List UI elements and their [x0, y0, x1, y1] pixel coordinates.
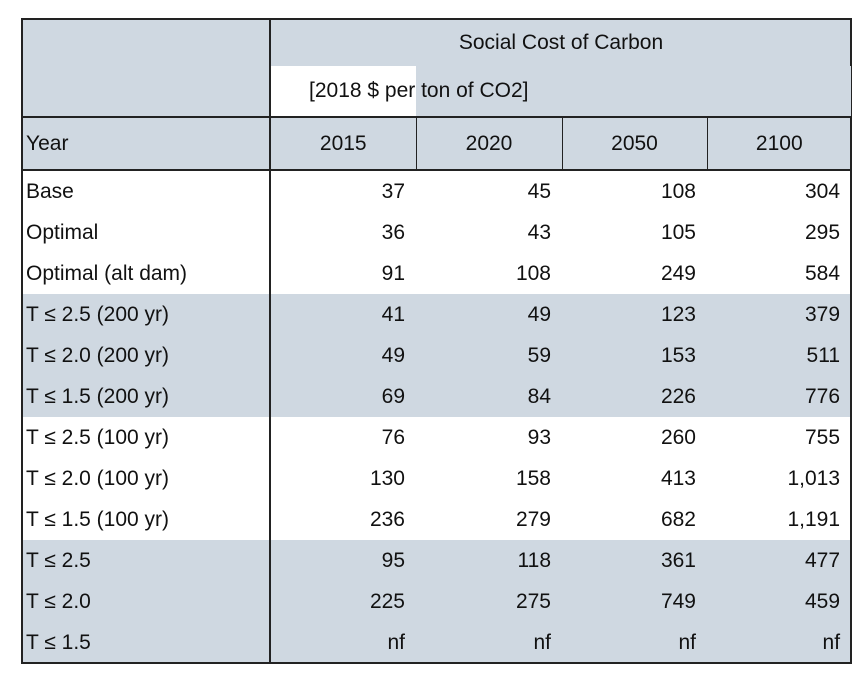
- value-cell: 776: [707, 376, 852, 417]
- value-cell: 279: [416, 499, 562, 540]
- value-cell: 41: [270, 294, 416, 335]
- table-row: T ≤ 2.5 (100 yr) 76 93 260 755: [22, 417, 852, 458]
- row-label: T ≤ 2.0 (100 yr): [22, 458, 271, 499]
- row-label: T ≤ 2.0 (200 yr): [22, 335, 271, 376]
- table-row: T ≤ 2.0 225 275 749 459: [22, 581, 852, 622]
- year-col-header: 2100: [706, 116, 852, 171]
- row-label: T ≤ 2.5: [22, 540, 271, 581]
- value-cell: 95: [270, 540, 416, 581]
- value-cell: 511: [707, 335, 852, 376]
- table-row: T ≤ 2.5 95 118 361 477: [22, 540, 852, 581]
- value-cell: 459: [707, 581, 852, 622]
- value-cell: nf: [707, 622, 852, 663]
- year-label: Year: [22, 116, 271, 171]
- table-row: T ≤ 1.5 nf nf nf nf: [22, 622, 852, 663]
- value-cell: 295: [707, 212, 852, 253]
- value-cell: 91: [270, 253, 416, 294]
- year-col-header: 2015: [270, 116, 416, 171]
- value-cell: 45: [416, 170, 562, 212]
- value-cell: 379: [707, 294, 852, 335]
- value-cell: 59: [416, 335, 562, 376]
- year-col-header: 2050: [561, 116, 707, 171]
- table-row: T ≤ 1.5 (200 yr) 69 84 226 776: [22, 376, 852, 417]
- value-cell: 749: [562, 581, 707, 622]
- units-label: [2018 $ per ton of CO2]: [309, 79, 529, 102]
- value-cell: 108: [562, 170, 707, 212]
- table-row: Optimal 36 43 105 295: [22, 212, 852, 253]
- value-cell: 361: [562, 540, 707, 581]
- year-col-header: 2020: [415, 116, 562, 171]
- row-label: T ≤ 2.5 (100 yr): [22, 417, 271, 458]
- year-header-row: Year 2015 2020 2050 2100: [22, 116, 852, 171]
- value-cell: 69: [270, 376, 416, 417]
- value-cell: 49: [270, 335, 416, 376]
- value-cell: 84: [416, 376, 562, 417]
- value-cell: 123: [562, 294, 707, 335]
- value-cell: 275: [416, 581, 562, 622]
- value-cell: 584: [707, 253, 852, 294]
- units-highlight: [271, 66, 416, 116]
- value-cell: 225: [270, 581, 416, 622]
- social-cost-table: Social Cost of Carbon [2018 $ per ton of…: [20, 18, 853, 664]
- value-cell: 1,013: [707, 458, 852, 499]
- row-label: T ≤ 1.5 (200 yr): [22, 376, 271, 417]
- corner-cell: [22, 19, 271, 117]
- value-cell: 153: [562, 335, 707, 376]
- value-cell: 304: [707, 170, 852, 212]
- value-cell: 249: [562, 253, 707, 294]
- value-cell: 93: [416, 417, 562, 458]
- value-cell: nf: [562, 622, 707, 663]
- value-cell: 43: [416, 212, 562, 253]
- units-cell: [2018 $ per ton of CO2]: [270, 66, 852, 117]
- value-cell: 682: [562, 499, 707, 540]
- value-cell: 158: [416, 458, 562, 499]
- value-cell: 226: [562, 376, 707, 417]
- row-label: Base: [22, 170, 271, 212]
- table-row: Optimal (alt dam) 91 108 249 584: [22, 253, 852, 294]
- table-row: T ≤ 2.0 (100 yr) 130 158 413 1,013: [22, 458, 852, 499]
- row-label: T ≤ 1.5 (100 yr): [22, 499, 271, 540]
- value-cell: 130: [270, 458, 416, 499]
- row-label: T ≤ 2.5 (200 yr): [22, 294, 271, 335]
- value-cell: 236: [270, 499, 416, 540]
- value-cell: 105: [562, 212, 707, 253]
- table-body: Base 37 45 108 304 Optimal 36 43 105 295 Optimal (…: [22, 170, 852, 663]
- table-row: T ≤ 2.0 (200 yr) 49 59 153 511: [22, 335, 852, 376]
- value-cell: 76: [270, 417, 416, 458]
- value-cell: 413: [562, 458, 707, 499]
- row-label: T ≤ 2.0: [22, 581, 271, 622]
- table-row: T ≤ 2.5 (200 yr) 41 49 123 379: [22, 294, 852, 335]
- row-label: Optimal (alt dam): [22, 253, 271, 294]
- value-cell: 49: [416, 294, 562, 335]
- value-cell: 755: [707, 417, 852, 458]
- value-cell: 477: [707, 540, 852, 581]
- value-cell: nf: [416, 622, 562, 663]
- table-title: Social Cost of Carbon: [270, 19, 852, 66]
- value-cell: nf: [270, 622, 416, 663]
- value-cell: 36: [270, 212, 416, 253]
- row-label: Optimal: [22, 212, 271, 253]
- value-cell: 108: [416, 253, 562, 294]
- value-cell: 260: [562, 417, 707, 458]
- table-row: T ≤ 1.5 (100 yr) 236 279 682 1,191: [22, 499, 852, 540]
- row-label: T ≤ 1.5: [22, 622, 271, 663]
- table-row: Base 37 45 108 304: [22, 170, 852, 212]
- value-cell: 1,191: [707, 499, 852, 540]
- value-cell: 37: [270, 170, 416, 212]
- value-cell: 118: [416, 540, 562, 581]
